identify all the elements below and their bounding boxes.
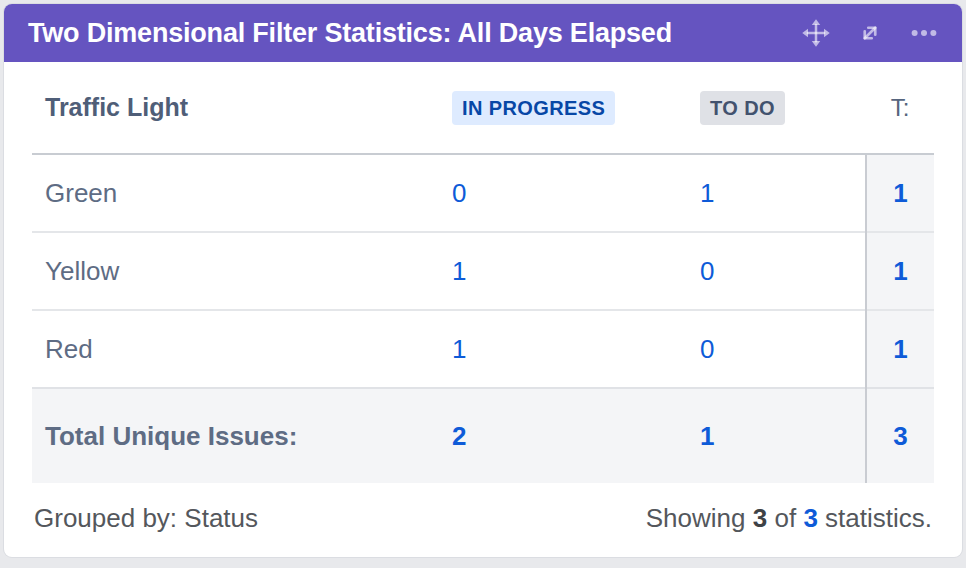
table-totals-row: Total Unique Issues: 2 1 3 <box>32 388 934 483</box>
table-row-red: Red 1 0 1 <box>32 310 934 388</box>
gadget-body: Traffic Light IN PROGRESS TO DO T: Green… <box>4 62 962 534</box>
move-icon[interactable] <box>800 17 832 49</box>
table-header-row: Traffic Light IN PROGRESS TO DO T: <box>32 62 934 154</box>
column-header-to-do-badge[interactable]: TO DO <box>700 91 785 125</box>
totals-label: Total Unique Issues: <box>32 388 452 483</box>
stat-link[interactable]: 0 <box>700 256 714 286</box>
row-total-link[interactable]: 1 <box>893 178 907 208</box>
dashboard-background: Two Dimensional Filter Statistics: All D… <box>0 0 966 568</box>
totals-stat-link[interactable]: 1 <box>700 421 714 451</box>
ellipsis-icon[interactable] <box>908 17 940 49</box>
row-label: Yellow <box>32 232 452 310</box>
row-total-link[interactable]: 1 <box>893 334 907 364</box>
stat-link[interactable]: 1 <box>452 334 466 364</box>
gadget-footer: Grouped by: Status Showing 3 of 3 statis… <box>32 503 934 534</box>
gadget-header-actions <box>800 17 940 49</box>
of-text: of <box>774 503 796 533</box>
column-header-total: T: <box>866 62 934 154</box>
gadget-title: Two Dimensional Filter Statistics: All D… <box>28 18 800 49</box>
totals-stat-link[interactable]: 2 <box>452 421 466 451</box>
grand-total-link[interactable]: 3 <box>893 421 907 451</box>
stat-link[interactable]: 0 <box>452 178 466 208</box>
row-label: Red <box>32 310 452 388</box>
expand-icon[interactable] <box>854 17 886 49</box>
row-total-link[interactable]: 1 <box>893 256 907 286</box>
stat-link[interactable]: 1 <box>700 178 714 208</box>
column-header-in-progress-badge[interactable]: IN PROGRESS <box>452 91 615 125</box>
table-row-yellow: Yellow 1 0 1 <box>32 232 934 310</box>
grouped-by-label: Grouped by: Status <box>34 503 258 534</box>
row-label: Green <box>32 154 452 232</box>
stat-link[interactable]: 1 <box>452 256 466 286</box>
table-row-green: Green 0 1 1 <box>32 154 934 232</box>
gadget-card: Two Dimensional Filter Statistics: All D… <box>4 4 962 557</box>
total-statistics-link[interactable]: 3 <box>803 503 817 533</box>
stat-link[interactable]: 0 <box>700 334 714 364</box>
showing-prefix: Showing <box>646 503 746 533</box>
column-header-traffic-light: Traffic Light <box>32 62 452 154</box>
showing-statistics: Showing 3 of 3 statistics. <box>646 503 932 534</box>
showing-count: 3 <box>753 503 767 533</box>
gadget-header: Two Dimensional Filter Statistics: All D… <box>4 4 962 62</box>
statistics-suffix: statistics. <box>825 503 932 533</box>
statistics-table: Traffic Light IN PROGRESS TO DO T: Green… <box>32 62 934 483</box>
